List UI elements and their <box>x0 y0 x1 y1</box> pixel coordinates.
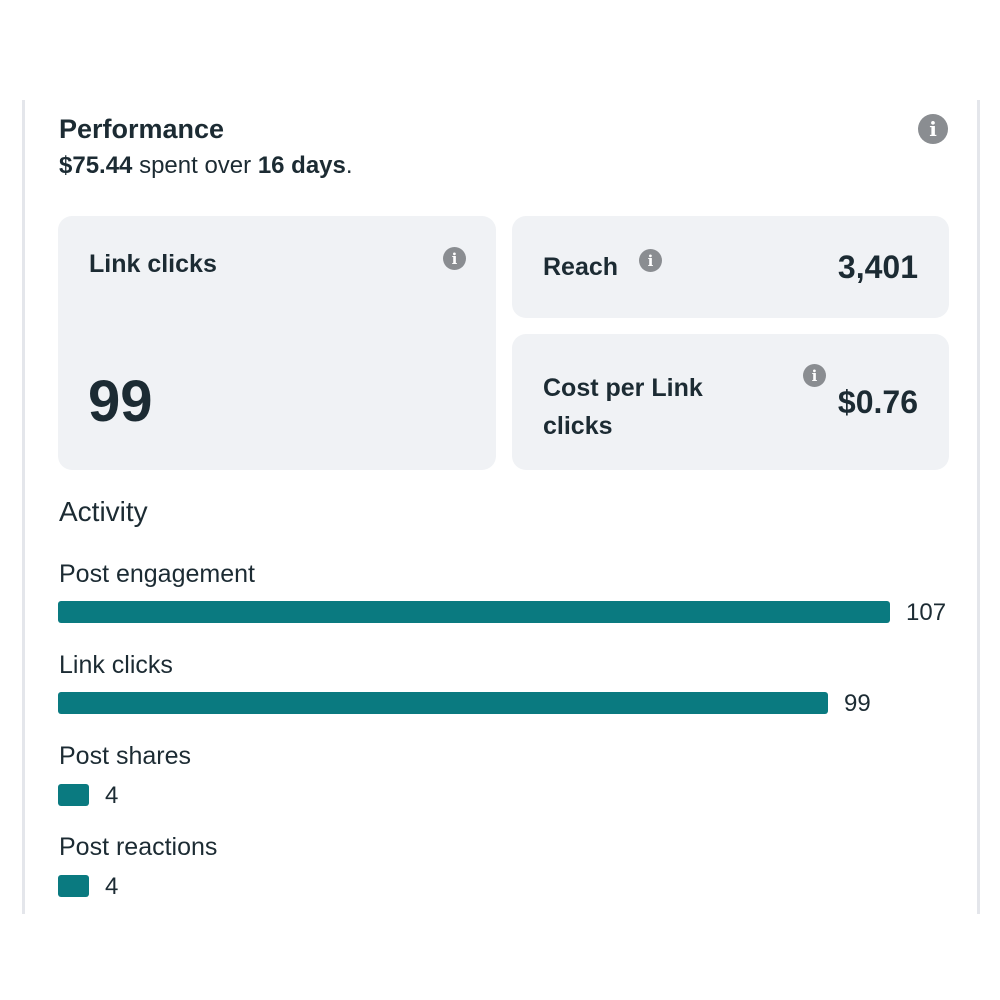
metric-value: 107 <box>906 599 947 626</box>
metric-value: 99 <box>844 690 871 717</box>
spent-middle-text: spent over <box>132 152 258 179</box>
activity-title: Activity <box>59 496 148 527</box>
metric-label: Post engagement <box>59 560 255 588</box>
metric-bar <box>58 601 890 623</box>
cost-per-link-click-card: Cost per Link clicks i $0.76 <box>512 334 949 470</box>
reach-info-icon[interactable]: i <box>639 249 662 272</box>
link-clicks-card: Link clicks i 99 <box>58 216 496 470</box>
cost-per-link-click-label: Cost per Link clicks <box>543 369 703 445</box>
performance-info-icon[interactable]: i <box>918 114 948 144</box>
performance-title: Performance <box>59 114 225 144</box>
metric-value: 4 <box>105 782 119 809</box>
performance-panel: Performance $75.44 spent over 16 days. i… <box>22 100 980 914</box>
metric-bar <box>58 784 89 806</box>
performance-summary: $75.44 spent over 16 days. <box>59 152 353 180</box>
cost-per-link-click-label-line2: clicks <box>543 412 613 440</box>
metric-label: Post reactions <box>59 833 218 861</box>
link-clicks-value: 99 <box>88 369 153 434</box>
metric-label: Post shares <box>59 742 192 770</box>
spent-days: 16 days <box>257 152 346 179</box>
metric-bar <box>58 692 828 714</box>
reach-card: Reach i 3,401 <box>512 216 949 318</box>
metric-label: Link clicks <box>59 651 173 679</box>
metric-bar <box>58 875 89 897</box>
cost-per-link-click-label-line1: Cost per Link <box>543 374 703 402</box>
cost-per-link-click-value: $0.76 <box>837 384 918 420</box>
spent-amount: $75.44 <box>59 152 133 179</box>
link-clicks-info-icon[interactable]: i <box>443 247 466 270</box>
metric-value: 4 <box>105 873 119 900</box>
link-clicks-label: Link clicks <box>89 250 217 278</box>
reach-label: Reach <box>543 253 619 281</box>
cost-per-link-click-info-icon[interactable]: i <box>803 364 826 387</box>
spent-end-text: . <box>345 152 353 179</box>
reach-value: 3,401 <box>837 249 918 285</box>
